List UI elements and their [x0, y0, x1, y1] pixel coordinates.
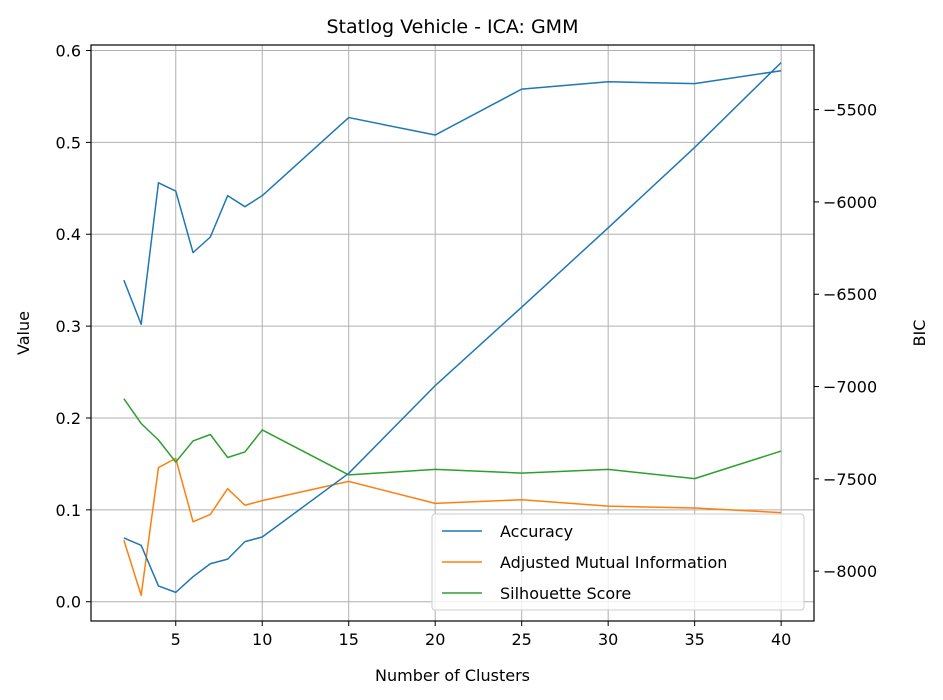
y-tick-label: 0.1: [56, 501, 81, 520]
series-line-silhouette-score: [123, 398, 782, 480]
y2-tick-label: −6000: [823, 193, 877, 212]
x-axis: 5 10 15 20 25 30 35 40: [171, 621, 791, 649]
y-tick-label: 0.4: [56, 225, 81, 244]
legend-label: Accuracy: [500, 522, 573, 541]
plot-frame: [90, 44, 815, 622]
y-tick-label: 0.3: [56, 317, 81, 336]
y2-tick-label: −7500: [823, 470, 877, 489]
series-line-adjusted-mutual-information: [123, 457, 782, 597]
grid: [91, 45, 814, 621]
y2-tick-label: −6500: [823, 285, 877, 304]
legend-box: [431, 513, 805, 611]
x-tick-label: 20: [425, 630, 445, 649]
series-line-bic: [123, 62, 782, 594]
x-tick-label: 40: [771, 630, 791, 649]
y2-axis-label: BIC: [910, 320, 929, 347]
legend: Accuracy Adjusted Mutual Information Silho…: [431, 513, 805, 611]
legend-label: Silhouette Score: [500, 584, 631, 603]
y2-tick-label: −7000: [823, 378, 877, 397]
series-line-accuracy: [123, 69, 782, 326]
y-tick-label: 0.5: [56, 133, 81, 152]
x-tick-label: 5: [171, 630, 181, 649]
x-tick-label: 30: [598, 630, 618, 649]
x-tick-label: 15: [339, 630, 359, 649]
x-tick-label: 25: [512, 630, 532, 649]
y-tick-label: 0.2: [56, 409, 81, 428]
chart-title: Statlog Vehicle - ICA: GMM: [327, 16, 579, 38]
x-tick-label: 10: [252, 630, 272, 649]
series-layer: [123, 62, 782, 597]
y2-tick-label: −5500: [823, 101, 877, 120]
y-axis-right: −8000 −7500 −7000 −6500 −6000 −5500: [814, 101, 877, 581]
x-axis-label: Number of Clusters: [375, 666, 530, 685]
y-tick-label: 0.6: [56, 42, 81, 61]
legend-label: Adjusted Mutual Information: [500, 553, 727, 572]
y-axis-label: Value: [14, 311, 33, 355]
x-tick-label: 35: [684, 630, 704, 649]
y-tick-label: 0.0: [56, 593, 81, 612]
y-axis-left: 0.0 0.1 0.2 0.3 0.4 0.5 0.6: [56, 42, 91, 612]
y2-tick-label: −8000: [823, 562, 877, 581]
